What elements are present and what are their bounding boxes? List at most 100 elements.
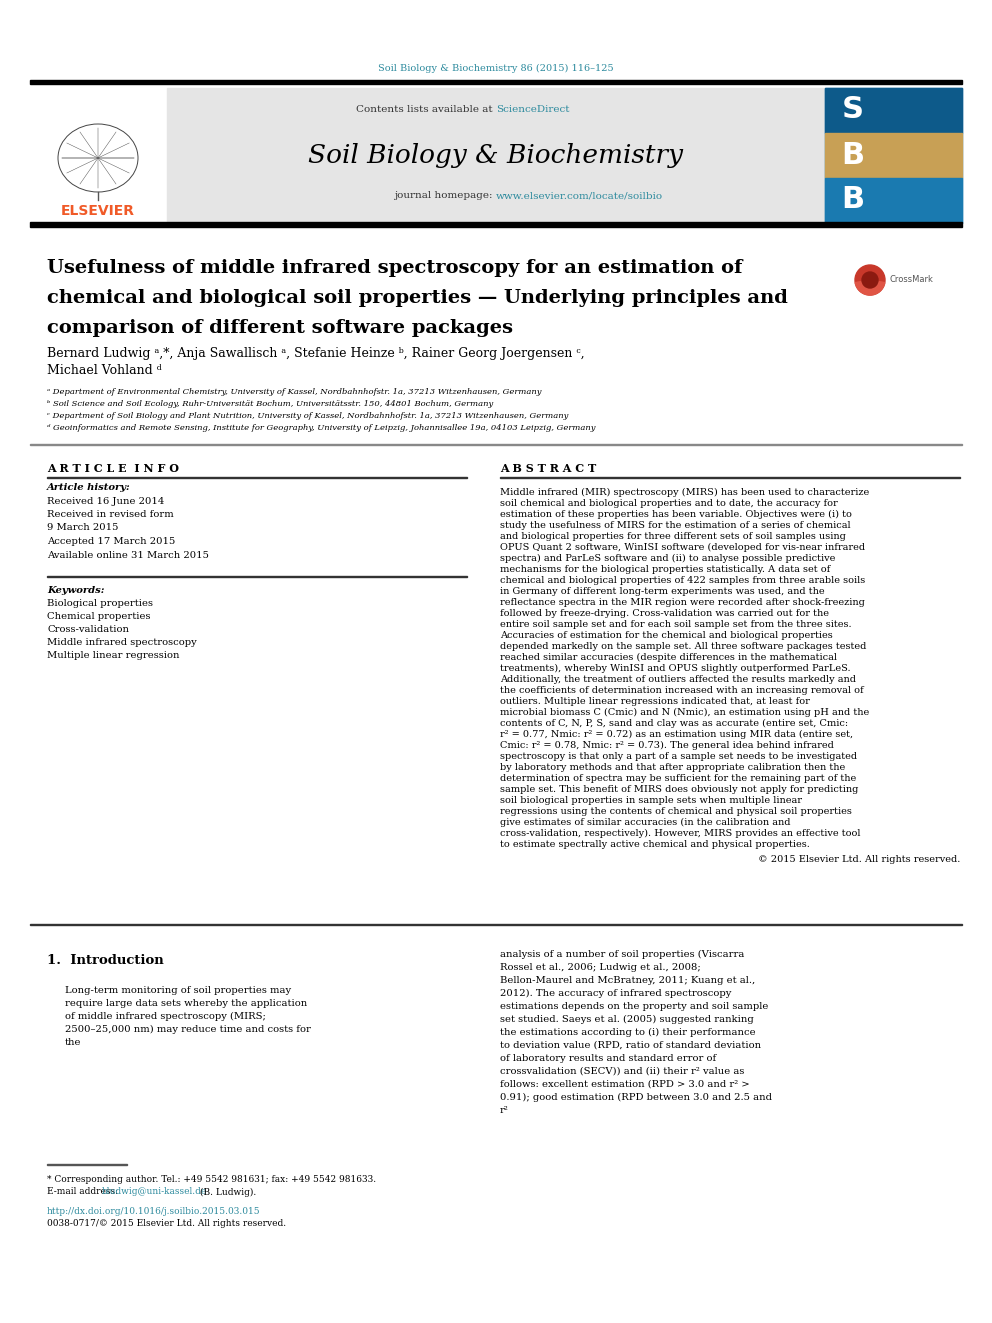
Text: (B. Ludwig).: (B. Ludwig). (197, 1188, 256, 1196)
Text: ᶜ Department of Soil Biology and Plant Nutrition, University of Kassel, Nordbahn: ᶜ Department of Soil Biology and Plant N… (47, 411, 568, 419)
Text: soil chemical and biological properties and to date, the accuracy for: soil chemical and biological properties … (500, 499, 838, 508)
Text: spectroscopy is that only a part of a sample set needs to be investigated: spectroscopy is that only a part of a sa… (500, 751, 857, 761)
Text: ScienceDirect: ScienceDirect (496, 106, 569, 115)
Text: S: S (842, 95, 864, 124)
Text: 1.  Introduction: 1. Introduction (47, 954, 164, 967)
Text: estimations depends on the property and soil sample: estimations depends on the property and … (500, 1002, 769, 1011)
Text: mechanisms for the biological properties statistically. A data set of: mechanisms for the biological properties… (500, 565, 830, 574)
Text: Biological properties: Biological properties (47, 599, 153, 609)
Circle shape (862, 273, 878, 288)
Text: ELSEVIER: ELSEVIER (61, 204, 135, 218)
Text: of laboratory results and standard error of: of laboratory results and standard error… (500, 1054, 716, 1062)
Text: Chemical properties: Chemical properties (47, 613, 151, 620)
Text: r² = 0.77, Nmic: r² = 0.72) as an estimation using MIR data (entire set,: r² = 0.77, Nmic: r² = 0.72) as an estima… (500, 730, 853, 740)
Bar (825, 89, 962, 134)
Bar (30, 89, 167, 224)
Text: A R T I C L E  I N F O: A R T I C L E I N F O (47, 463, 179, 475)
Bar (30, 222, 962, 228)
Text: B: B (841, 185, 865, 214)
Text: by laboratory methods and that after appropriate calibration then the: by laboratory methods and that after app… (500, 763, 845, 773)
Text: crossvalidation (SECV)) and (ii) their r² value as: crossvalidation (SECV)) and (ii) their r… (500, 1068, 744, 1076)
Text: www.elsevier.com/locate/soilbio: www.elsevier.com/locate/soilbio (496, 192, 663, 201)
Bar (825, 89, 962, 224)
Text: Multiple linear regression: Multiple linear regression (47, 651, 180, 660)
Text: determination of spectra may be sufficient for the remaining part of the: determination of spectra may be sufficie… (500, 774, 856, 783)
Text: Middle infrared spectroscopy: Middle infrared spectroscopy (47, 638, 196, 647)
Text: chemical and biological properties of 422 samples from three arable soils: chemical and biological properties of 42… (500, 576, 865, 585)
Text: to deviation value (RPD, ratio of standard deviation: to deviation value (RPD, ratio of standa… (500, 1041, 761, 1050)
Text: ᵈ Geoinformatics and Remote Sensing, Institute for Geography, University of Leip: ᵈ Geoinformatics and Remote Sensing, Ins… (47, 423, 595, 433)
Text: bludwig@uni-kassel.de: bludwig@uni-kassel.de (102, 1188, 207, 1196)
Text: A B S T R A C T: A B S T R A C T (500, 463, 596, 475)
Circle shape (855, 265, 885, 295)
Text: E-mail address:: E-mail address: (47, 1188, 121, 1196)
Text: regressions using the contents of chemical and physical soil properties: regressions using the contents of chemic… (500, 807, 852, 816)
Text: followed by freeze-drying. Cross-validation was carried out for the: followed by freeze-drying. Cross-validat… (500, 609, 829, 618)
Text: Article history:: Article history: (47, 483, 131, 492)
Text: Received 16 June 2014: Received 16 June 2014 (47, 496, 165, 505)
Text: * Corresponding author. Tel.: +49 5542 981631; fax: +49 5542 981633.: * Corresponding author. Tel.: +49 5542 9… (47, 1175, 376, 1184)
Text: © 2015 Elsevier Ltd. All rights reserved.: © 2015 Elsevier Ltd. All rights reserved… (758, 855, 960, 864)
Text: entire soil sample set and for each soil sample set from the three sites.: entire soil sample set and for each soil… (500, 620, 851, 628)
Text: depended markedly on the sample set. All three software packages tested: depended markedly on the sample set. All… (500, 642, 866, 651)
Text: comparison of different software packages: comparison of different software package… (47, 319, 513, 337)
Text: Bellon-Maurel and McBratney, 2011; Kuang et al.,: Bellon-Maurel and McBratney, 2011; Kuang… (500, 976, 755, 986)
Text: the estimations according to (i) their performance: the estimations according to (i) their p… (500, 1028, 756, 1037)
Text: treatments), whereby WinISI and OPUS slightly outperformed ParLeS.: treatments), whereby WinISI and OPUS sli… (500, 664, 850, 673)
Text: in Germany of different long-term experiments was used, and the: in Germany of different long-term experi… (500, 587, 824, 595)
Text: Usefulness of middle infrared spectroscopy for an estimation of: Usefulness of middle infrared spectrosco… (47, 259, 742, 277)
Text: B: B (841, 140, 865, 169)
Text: OPUS Quant 2 software, WinISI software (developed for vis-near infrared: OPUS Quant 2 software, WinISI software (… (500, 542, 865, 552)
Text: 9 March 2015: 9 March 2015 (47, 524, 118, 532)
Text: Additionally, the treatment of outliers affected the results markedly and: Additionally, the treatment of outliers … (500, 675, 856, 684)
Text: give estimates of similar accuracies (in the calibration and: give estimates of similar accuracies (in… (500, 818, 791, 827)
Text: journal homepage:: journal homepage: (394, 192, 496, 201)
Text: Cmic: r² = 0.78, Nmic: r² = 0.73). The general idea behind infrared: Cmic: r² = 0.78, Nmic: r² = 0.73). The g… (500, 741, 834, 750)
Text: require large data sets whereby the application: require large data sets whereby the appl… (65, 999, 308, 1008)
Text: Contents lists available at: Contents lists available at (356, 106, 496, 115)
Text: analysis of a number of soil properties (Viscarra: analysis of a number of soil properties … (500, 950, 744, 959)
Text: sample set. This benefit of MIRS does obviously not apply for predicting: sample set. This benefit of MIRS does ob… (500, 785, 858, 794)
Text: Accuracies of estimation for the chemical and biological properties: Accuracies of estimation for the chemica… (500, 631, 832, 640)
Text: Middle infrared (MIR) spectroscopy (MIRS) has been used to characterize: Middle infrared (MIR) spectroscopy (MIRS… (500, 488, 869, 497)
Text: follows: excellent estimation (RPD > 3.0 and r² >: follows: excellent estimation (RPD > 3.0… (500, 1080, 750, 1089)
Text: Bernard Ludwig ᵃ,*, Anja Sawallisch ᵃ, Stefanie Heinze ᵇ, Rainer Georg Joergense: Bernard Ludwig ᵃ,*, Anja Sawallisch ᵃ, S… (47, 348, 584, 360)
Text: cross-validation, respectively). However, MIRS provides an effective tool: cross-validation, respectively). However… (500, 830, 860, 839)
Text: microbial biomass C (Cmic) and N (Nmic), an estimation using pH and the: microbial biomass C (Cmic) and N (Nmic),… (500, 708, 869, 717)
Text: outliers. Multiple linear regressions indicated that, at least for: outliers. Multiple linear regressions in… (500, 697, 809, 706)
Text: estimation of these properties has been variable. Objectives were (i) to: estimation of these properties has been … (500, 509, 852, 519)
Text: Long-term monitoring of soil properties may: Long-term monitoring of soil properties … (65, 986, 291, 995)
Text: ᵇ Soil Science and Soil Ecology, Ruhr-Universität Bochum, Universitätsstr. 150, : ᵇ Soil Science and Soil Ecology, Ruhr-Un… (47, 400, 493, 407)
Text: 2500–25,000 nm) may reduce time and costs for: 2500–25,000 nm) may reduce time and cost… (65, 1025, 310, 1035)
Text: r²: r² (500, 1106, 509, 1115)
Text: reflectance spectra in the MIR region were recorded after shock-freezing: reflectance spectra in the MIR region we… (500, 598, 865, 607)
Text: 0.91); good estimation (RPD between 3.0 and 2.5 and: 0.91); good estimation (RPD between 3.0 … (500, 1093, 772, 1102)
Text: reached similar accuracies (despite differences in the mathematical: reached similar accuracies (despite diff… (500, 654, 837, 662)
Text: set studied. Saeys et al. (2005) suggested ranking: set studied. Saeys et al. (2005) suggest… (500, 1015, 754, 1024)
Text: the: the (65, 1039, 81, 1046)
Text: 0038-0717/© 2015 Elsevier Ltd. All rights reserved.: 0038-0717/© 2015 Elsevier Ltd. All right… (47, 1220, 286, 1229)
Text: Received in revised form: Received in revised form (47, 509, 174, 519)
Text: and biological properties for three different sets of soil samples using: and biological properties for three diff… (500, 532, 846, 541)
Text: Cross-validation: Cross-validation (47, 624, 129, 634)
Text: ᵃ Department of Environmental Chemistry, University of Kassel, Nordbahnhofstr. 1: ᵃ Department of Environmental Chemistry,… (47, 388, 542, 396)
Text: Soil Biology & Biochemistry 86 (2015) 116–125: Soil Biology & Biochemistry 86 (2015) 11… (378, 64, 614, 73)
Text: to estimate spectrally active chemical and physical properties.: to estimate spectrally active chemical a… (500, 840, 809, 849)
Text: Rossel et al., 2006; Ludwig et al., 2008;: Rossel et al., 2006; Ludwig et al., 2008… (500, 963, 700, 972)
Text: CrossMark: CrossMark (890, 275, 933, 284)
Text: chemical and biological soil properties — Underlying principles and: chemical and biological soil properties … (47, 288, 788, 307)
Bar (825, 179, 962, 224)
Text: Available online 31 March 2015: Available online 31 March 2015 (47, 550, 209, 560)
Text: spectra) and ParLeS software and (ii) to analyse possible predictive: spectra) and ParLeS software and (ii) to… (500, 554, 835, 564)
Bar (167, 89, 825, 224)
Bar (825, 134, 962, 179)
Text: Michael Vohland ᵈ: Michael Vohland ᵈ (47, 365, 162, 377)
Text: the coefficients of determination increased with an increasing removal of: the coefficients of determination increa… (500, 687, 864, 695)
Wedge shape (855, 280, 885, 295)
Text: contents of C, N, P, S, sand and clay was as accurate (entire set, Cmic:: contents of C, N, P, S, sand and clay wa… (500, 718, 848, 728)
Text: soil biological properties in sample sets when multiple linear: soil biological properties in sample set… (500, 796, 802, 804)
Text: 2012). The accuracy of infrared spectroscopy: 2012). The accuracy of infrared spectros… (500, 990, 731, 998)
Bar (30, 79, 962, 83)
Text: of middle infrared spectroscopy (MIRS;: of middle infrared spectroscopy (MIRS; (65, 1012, 266, 1021)
Text: Accepted 17 March 2015: Accepted 17 March 2015 (47, 537, 176, 546)
